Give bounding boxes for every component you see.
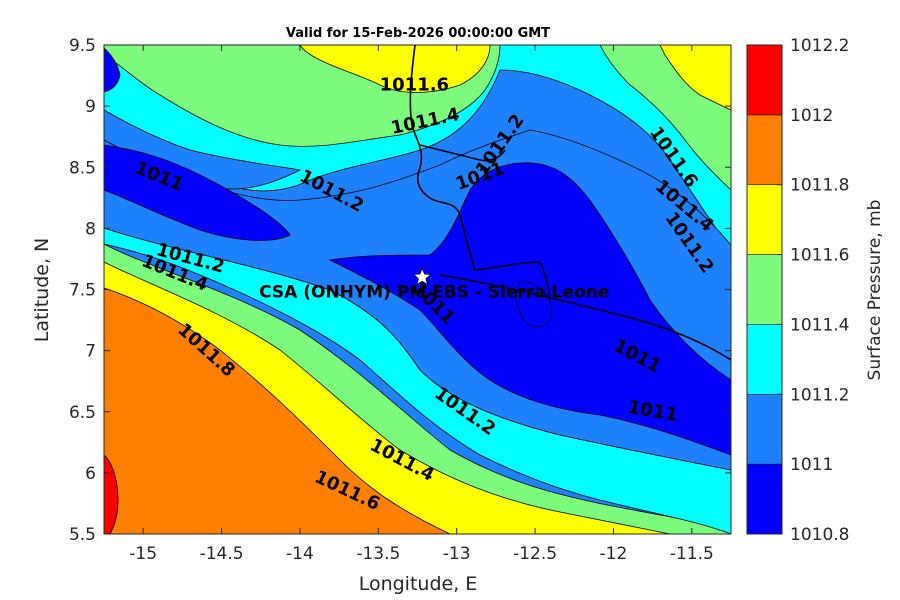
x-tick-label: -14 bbox=[286, 544, 314, 564]
colorbar-swatch bbox=[746, 394, 783, 465]
contour-fill-1010-8-nw bbox=[104, 144, 291, 241]
contour-fill-1011-8-sw bbox=[104, 287, 451, 534]
colorbar-tick-label: 1011.2 bbox=[790, 385, 849, 405]
x-axis-label: Longitude, E bbox=[359, 573, 478, 595]
x-tick-label: -14.5 bbox=[200, 544, 244, 564]
x-tick-label: -15 bbox=[129, 544, 157, 564]
station-label: CSA (ONHYM) PM EBS - Sierra Leone bbox=[259, 282, 609, 302]
x-tick-label: -12 bbox=[600, 544, 628, 564]
colorbar-swatch bbox=[746, 463, 783, 535]
x-tick-label: -13 bbox=[443, 544, 471, 564]
colorbar-tick-label: 1012 bbox=[790, 106, 833, 126]
contour-fill-1011-6-ne bbox=[659, 45, 731, 111]
y-tick-label: 7.5 bbox=[69, 281, 96, 301]
colorbar-swatch bbox=[746, 44, 783, 116]
border-line bbox=[439, 274, 731, 361]
colorbar-swatch bbox=[746, 114, 783, 185]
station-marker-group: CSA (ONHYM) PM EBS - Sierra Leone bbox=[259, 267, 609, 302]
colorbar-swatch bbox=[746, 324, 783, 395]
contour-label: 1011.6 bbox=[380, 74, 449, 95]
x-tick-label: -13.5 bbox=[356, 544, 400, 564]
y-axis: 5.5 6 6.5 7 7.5 8 8.5 9 9.5 bbox=[69, 36, 731, 545]
colorbar-label: Surface Pressure, mb bbox=[865, 200, 885, 381]
contour-fill-group bbox=[104, 45, 731, 534]
colorbar-swatch bbox=[746, 184, 783, 255]
colorbar-tick-label: 1011.6 bbox=[790, 246, 849, 266]
coast-detail bbox=[419, 144, 506, 162]
colorbar-swatch bbox=[746, 254, 783, 325]
colorbar-tick-label: 1011 bbox=[790, 455, 833, 475]
colorbar-tick-label: 1011.8 bbox=[790, 176, 849, 196]
colorbar-tick-label: 1011.4 bbox=[790, 315, 849, 335]
y-tick-label: 9 bbox=[85, 97, 96, 117]
colorbar-tick-label: 1010.8 bbox=[790, 525, 849, 545]
chart-title: Valid for 15-Feb-2026 00:00:00 GMT bbox=[286, 26, 550, 41]
coastline bbox=[409, 45, 551, 301]
y-tick-label: 5.5 bbox=[69, 525, 96, 545]
coastline-group bbox=[409, 45, 731, 361]
contour-fill-1012-sw bbox=[104, 454, 119, 534]
colorbar: 1010.8 1011 1011.2 1011.4 1011.6 1011.8 1012 10… bbox=[746, 36, 849, 545]
y-tick-label: 9.5 bbox=[69, 36, 96, 56]
contour-fill-1010-8-w bbox=[104, 47, 121, 93]
x-tick-label: -11.5 bbox=[670, 544, 714, 564]
y-tick-label: 8.5 bbox=[69, 158, 96, 178]
y-tick-label: 6.5 bbox=[69, 403, 96, 423]
colorbar-frame bbox=[746, 44, 783, 535]
y-tick-label: 6 bbox=[85, 464, 96, 484]
y-tick-label: 8 bbox=[85, 219, 96, 239]
y-axis-label: Latitude, N bbox=[31, 238, 53, 343]
y-tick-label: 7 bbox=[85, 342, 96, 362]
contour-fill-1010-8-center bbox=[516, 281, 553, 328]
colorbar-tick-label: 1012.2 bbox=[790, 36, 849, 56]
contour-fill-1011-6-n bbox=[299, 45, 491, 93]
x-tick-label: -12.5 bbox=[513, 544, 557, 564]
x-axis: -15 -14.5 -14 -13.5 -13 -12.5 -12 -11.5 bbox=[129, 45, 714, 564]
station-star-icon bbox=[412, 267, 432, 286]
